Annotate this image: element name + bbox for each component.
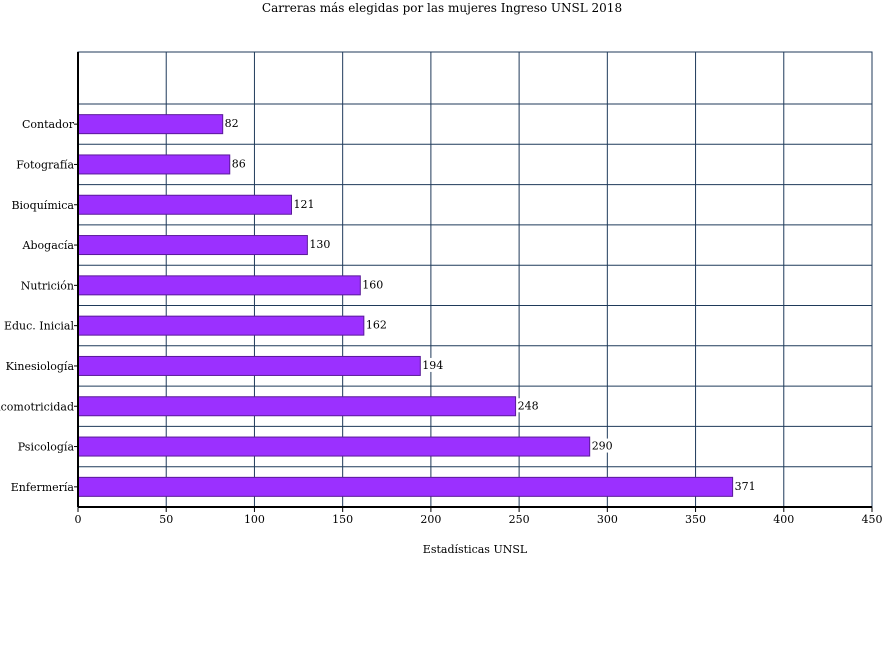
- data-label-background: [364, 317, 388, 332]
- bar: [77, 355, 421, 376]
- x-tick-label: 350: [685, 513, 706, 526]
- category-label: Nutrición: [21, 279, 74, 292]
- data-label: 248: [518, 399, 539, 412]
- data-label-background: [516, 398, 540, 413]
- data-label: 162: [366, 319, 387, 332]
- data-label: 86: [232, 157, 246, 170]
- bar: [77, 235, 308, 256]
- x-axis-ticks: 0 50 100 150 200 250 300 350 400 450: [75, 507, 883, 526]
- grid-lines: [77, 52, 873, 508]
- data-label: 160: [362, 278, 383, 291]
- data-label: 130: [309, 238, 330, 251]
- category-label: Kinesiología: [6, 360, 75, 373]
- x-tick-label: 50: [159, 513, 173, 526]
- x-tick-label: 250: [509, 513, 530, 526]
- data-labels: 82 86 121 130 160 162 194 248 290 371: [223, 116, 757, 493]
- category-labels: Contador Fotografía Bioquímica Abogacía Nutr…: [0, 118, 78, 494]
- bar: [77, 396, 517, 417]
- data-label-background: [590, 438, 614, 453]
- x-tick-label: 150: [332, 513, 353, 526]
- bar: [77, 275, 361, 296]
- bar: [77, 476, 734, 497]
- x-tick-label: 300: [597, 513, 618, 526]
- x-tick-label: 200: [420, 513, 441, 526]
- category-label: Psicología: [18, 441, 75, 454]
- category-label: Fotografía: [16, 158, 74, 171]
- category-label: Enfermería: [11, 481, 75, 494]
- bar: [77, 114, 224, 135]
- x-tick-label: 0: [75, 513, 82, 526]
- data-label: 290: [592, 440, 613, 453]
- data-label-background: [733, 478, 757, 493]
- bar: [77, 154, 231, 175]
- data-label-background: [230, 156, 247, 171]
- bar: [77, 315, 365, 336]
- category-label: Contador: [22, 118, 75, 131]
- data-label-background: [223, 116, 240, 131]
- data-label-background: [308, 237, 332, 252]
- bar: [77, 436, 591, 457]
- data-label-background: [421, 357, 445, 372]
- data-label: 82: [225, 117, 239, 130]
- bar: [77, 194, 292, 215]
- data-label: 194: [422, 359, 443, 372]
- x-axis-title: Estadísticas UNSL: [423, 543, 528, 556]
- category-label: Bioquímica: [11, 199, 74, 212]
- chart-title: Carreras más elegidas por las mujeres In…: [262, 1, 622, 15]
- x-tick-label: 100: [244, 513, 265, 526]
- category-label: Abogacía: [22, 239, 75, 252]
- category-label: Educ. Inicial: [4, 320, 74, 333]
- data-label-background: [292, 196, 316, 211]
- data-label: 371: [735, 480, 756, 493]
- data-label: 121: [293, 198, 314, 211]
- category-label: Psicomotricidad: [0, 400, 74, 413]
- x-tick-label: 450: [862, 513, 883, 526]
- x-tick-label: 400: [773, 513, 794, 526]
- data-label-background: [361, 277, 385, 292]
